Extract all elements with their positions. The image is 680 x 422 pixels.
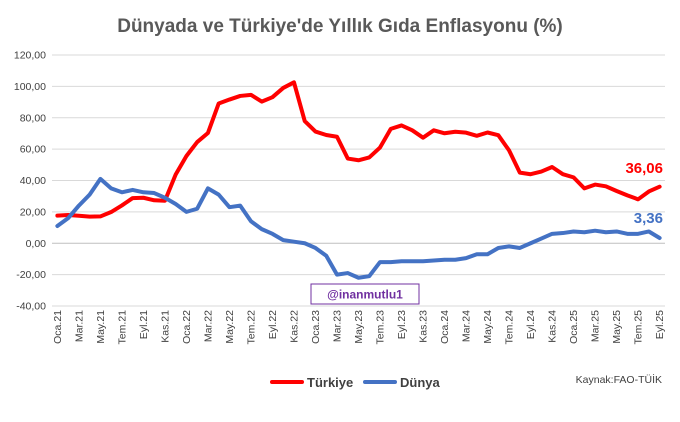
legend-label-dunya: Dünya — [400, 375, 441, 390]
x-tick-label: May.23 — [353, 310, 365, 344]
x-tick-label: May.24 — [482, 310, 494, 344]
x-tick-label: Tem.24 — [504, 310, 516, 345]
x-axis-ticks: Oca.21 Mar.21 May.21 Tem.21 Eyl.21 Kas.21 Oca.… — [52, 310, 666, 345]
x-tick-label: Mar.24 — [461, 310, 473, 342]
y-tick-label: 60,00 — [20, 144, 46, 156]
y-tick-label: 80,00 — [20, 112, 46, 124]
x-tick-label: Oca.24 — [439, 310, 451, 344]
y-tick-label: 100,00 — [14, 81, 46, 93]
x-tick-label: Eyl.25 — [654, 310, 666, 339]
watermark-text: @inanmutlu1 — [327, 288, 403, 302]
x-tick-label: Kas.22 — [288, 310, 300, 343]
x-tick-label: Kas.23 — [418, 310, 430, 343]
x-tick-label: May.22 — [224, 310, 236, 344]
x-tick-label: Mar.23 — [331, 310, 343, 342]
x-tick-label: Mar.25 — [590, 310, 602, 342]
source-note: Kaynak:FAO-TÜİK — [576, 373, 662, 386]
x-tick-label: Kas.21 — [159, 310, 171, 343]
legend: Türkiye Dünya — [270, 375, 441, 390]
x-tick-label: May.25 — [611, 310, 623, 344]
x-tick-label: Kas.24 — [547, 310, 559, 343]
x-tick-label: Oca.23 — [310, 310, 322, 344]
x-tick-label: Eyl.21 — [138, 310, 150, 339]
series-line-turkiye — [55, 80, 662, 219]
x-tick-label: Tem.22 — [245, 310, 257, 345]
x-tick-label: Tem.23 — [375, 310, 387, 345]
series-line-dunya — [55, 176, 662, 280]
x-tick-label: Oca.22 — [181, 310, 193, 344]
watermark-box — [310, 283, 420, 305]
x-tick-label: Tem.25 — [633, 310, 645, 345]
y-tick-label: 0,00 — [26, 238, 47, 250]
x-tick-label: May.21 — [95, 310, 107, 344]
y-tick-label: 120,00 — [14, 50, 46, 62]
gridlines — [52, 54, 665, 307]
end-label-turkiye: 36,06 — [625, 160, 663, 177]
end-label-dunya: 3,36 — [634, 210, 663, 227]
chart-title: Dünyada ve Türkiye'de Yıllık Gıda Enflas… — [117, 16, 563, 37]
y-tick-label: 40,00 — [20, 175, 46, 187]
y-tick-label: -40,00 — [16, 301, 46, 313]
y-tick-label: 20,00 — [20, 206, 46, 218]
y-tick-label: -20,00 — [16, 269, 46, 281]
x-tick-label: Eyl.22 — [267, 310, 279, 339]
x-tick-label: Eyl.23 — [396, 310, 408, 339]
x-tick-label: Mar.22 — [202, 310, 214, 342]
x-tick-label: Oca.25 — [568, 310, 580, 344]
x-tick-label: Oca.21 — [52, 310, 64, 344]
series-lines — [55, 80, 662, 280]
x-tick-label: Mar.21 — [73, 310, 85, 342]
x-tick-label: Eyl.24 — [525, 310, 537, 339]
legend-label-turkiye: Türkiye — [307, 375, 353, 390]
y-axis-ticks: -40,00 -20,00 0,00 20,00 40,00 60,00 80,00 100,… — [14, 50, 46, 313]
x-tick-label: Tem.21 — [116, 310, 128, 345]
